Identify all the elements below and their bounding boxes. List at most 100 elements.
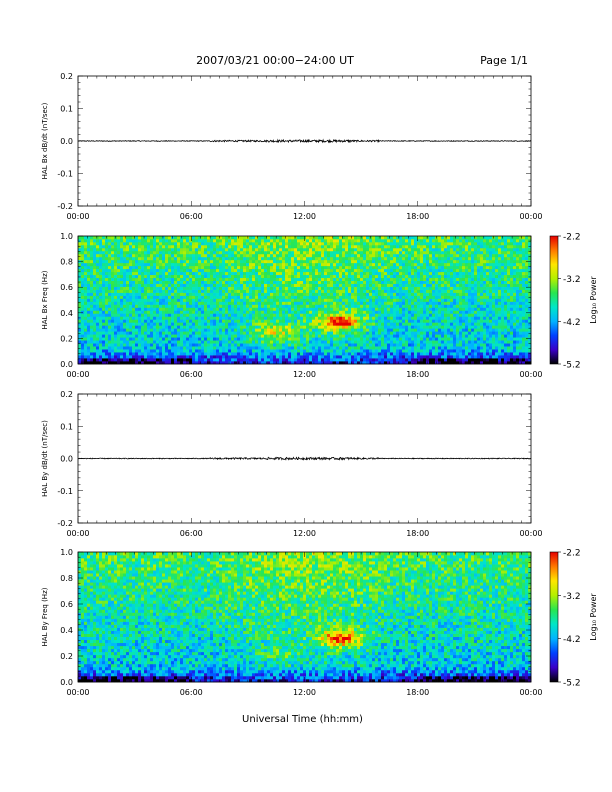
spectrogram-cell	[384, 262, 388, 267]
spectrogram-cell	[384, 346, 388, 350]
spectrogram-cell	[321, 301, 325, 305]
spectrogram-cell	[366, 304, 370, 308]
spectrogram-cell	[126, 316, 130, 320]
spectrogram-cell	[189, 313, 193, 317]
spectrogram-cell	[327, 307, 331, 311]
spectrogram-cell	[171, 295, 175, 299]
spectrogram-cell	[228, 352, 232, 356]
spectrogram-cell	[114, 241, 118, 246]
spectrogram-cell	[231, 313, 235, 317]
spectrogram-cell	[90, 262, 94, 267]
spectrogram-cell	[219, 244, 223, 249]
spectrogram-cell	[387, 316, 391, 320]
spectrogram-cell	[393, 289, 397, 293]
spectrogram-cell	[87, 319, 91, 323]
spectrogram-cell	[282, 322, 286, 326]
spectrogram-cell	[93, 328, 97, 332]
spectrogram-cell	[174, 307, 178, 311]
spectrogram-cell	[351, 262, 355, 267]
spectrogram-cell	[411, 352, 415, 356]
spectrogram-cell	[294, 340, 298, 344]
spectrogram-cell	[123, 340, 127, 344]
spectrogram-cell	[267, 334, 271, 338]
spectrogram-cell	[402, 271, 406, 276]
y-tick-label: 0.1	[60, 105, 73, 114]
spectrogram-cell	[348, 271, 352, 276]
spectrogram-cell	[117, 283, 121, 287]
spectrogram-cell	[408, 310, 412, 314]
spectrogram-cell	[393, 340, 397, 344]
spectrogram-cell	[411, 337, 415, 341]
spectrogram-cell	[411, 247, 415, 252]
spectrogram-cell	[126, 271, 130, 276]
spectrogram-cell	[231, 256, 235, 261]
spectrogram-cell	[348, 310, 352, 314]
spectrogram-cell	[240, 310, 244, 314]
spectrogram-cell	[117, 319, 121, 323]
spectrogram-cell	[264, 244, 268, 249]
spectrogram-cell	[183, 334, 187, 338]
spectrogram-cell	[279, 307, 283, 311]
spectrogram-cell	[276, 262, 280, 267]
spectrogram-cell	[192, 307, 196, 311]
spectrogram-cell	[276, 331, 280, 335]
spectrogram-cell	[366, 322, 370, 326]
spectrogram-cell	[270, 346, 274, 350]
spectrogram-cell	[294, 292, 298, 296]
spectrogram-cell	[294, 352, 298, 356]
spectrogram-cell	[105, 286, 109, 290]
spectrogram-cell	[393, 334, 397, 338]
spectrogram-cell	[111, 295, 115, 299]
spectrogram-cell	[213, 241, 217, 246]
spectrogram-cell	[180, 328, 184, 332]
spectrogram-cell	[207, 280, 211, 284]
spectrogram-cell	[399, 328, 403, 332]
spectrogram-cell	[264, 358, 268, 362]
spectrogram-cell	[336, 274, 340, 279]
spectrogram-cell	[225, 331, 229, 335]
spectrogram-cell	[150, 319, 154, 323]
spectrogram-cell	[120, 236, 124, 240]
spectrogram-cell	[198, 286, 202, 290]
spectrogram-cell	[255, 253, 259, 258]
spectrogram-cell	[390, 298, 394, 302]
spectrogram-cell	[213, 280, 217, 284]
spectrogram-cell	[222, 286, 226, 290]
spectrogram-cell	[309, 358, 313, 362]
spectrogram-cell	[375, 337, 379, 341]
spectrogram-cell	[96, 352, 100, 356]
spectrogram-cell	[192, 262, 196, 267]
spectrogram-cell	[195, 361, 199, 365]
spectrogram-cell	[384, 265, 388, 270]
spectrogram-cell	[345, 349, 349, 353]
spectrogram-cell	[141, 286, 145, 290]
spectrogram-cell	[273, 244, 277, 249]
spectrogram-cell	[279, 349, 283, 353]
spectrogram-cell	[351, 298, 355, 302]
spectrogram-cell	[303, 316, 307, 320]
spectrogram-cell	[399, 346, 403, 350]
spectrogram-cell	[243, 355, 247, 359]
spectrogram-cell	[87, 352, 91, 356]
spectrogram-cell	[189, 310, 193, 314]
spectrogram-cell	[177, 340, 181, 344]
spectrogram-cell	[126, 355, 130, 359]
spectrogram-cell	[273, 283, 277, 287]
spectrogram-cell	[246, 349, 250, 353]
spectrogram-cell	[315, 247, 319, 252]
spectrogram-cell	[339, 256, 343, 261]
spectrogram-cell	[144, 238, 148, 243]
spectrogram-cell	[165, 286, 169, 290]
spectrogram-cell	[360, 259, 364, 264]
spectrogram-cell	[207, 337, 211, 341]
spectrogram-cell	[399, 236, 403, 240]
spectrogram-cell	[84, 298, 88, 302]
spectrogram-cell	[174, 361, 178, 365]
spectrogram-cell	[318, 319, 322, 323]
spectrogram-cell	[270, 328, 274, 332]
spectrogram-cell	[258, 316, 262, 320]
spectrogram-cell	[321, 331, 325, 335]
spectrogram-cell	[153, 361, 157, 365]
spectrogram-cell	[348, 286, 352, 290]
spectrogram-cell	[129, 322, 133, 326]
